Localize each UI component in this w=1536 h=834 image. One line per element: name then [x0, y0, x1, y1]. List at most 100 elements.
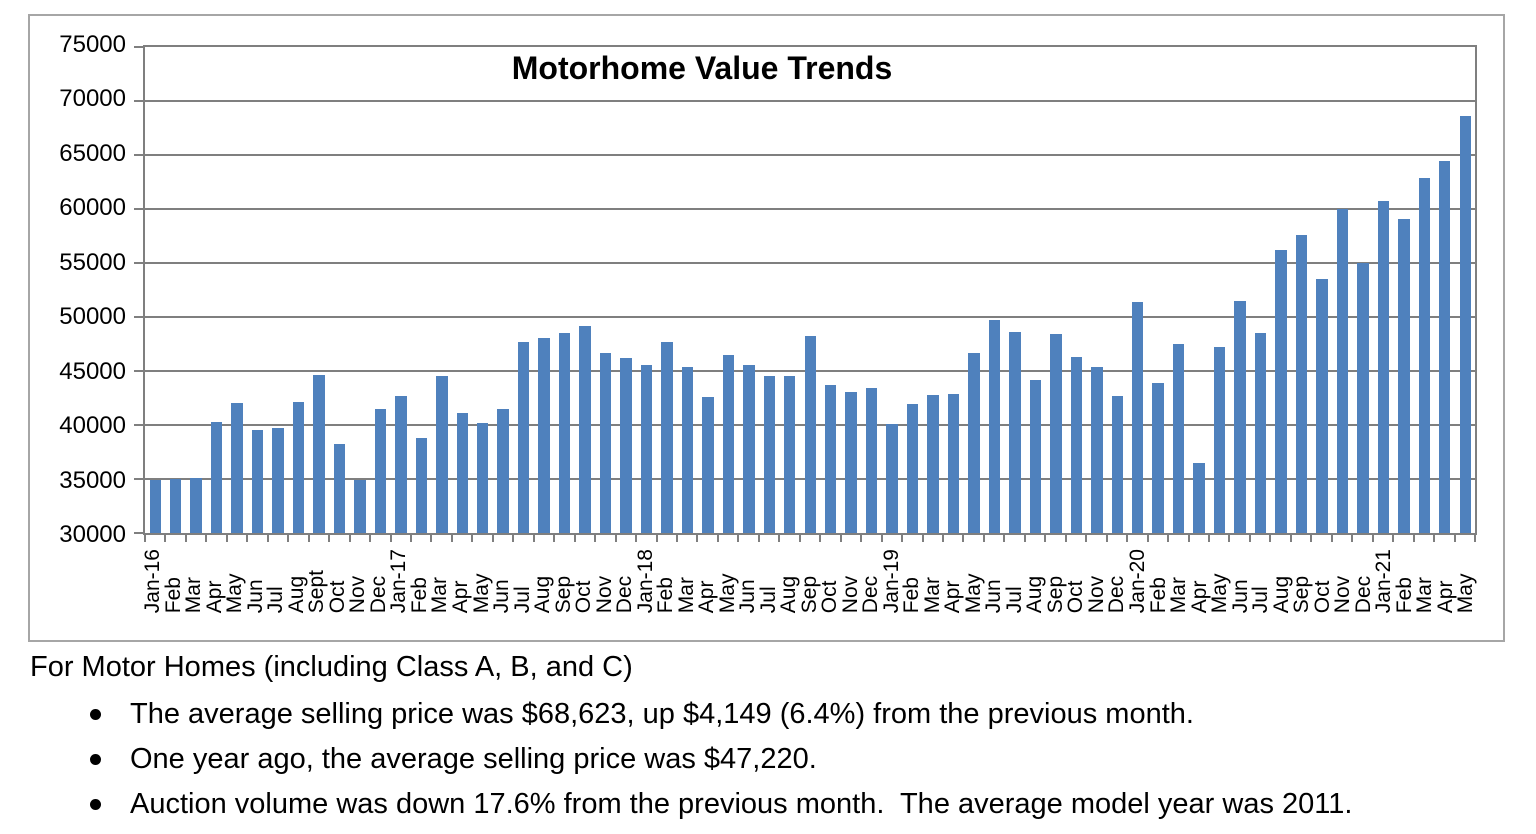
x-axis-tick: [676, 533, 678, 542]
x-axis-tick: [246, 533, 249, 542]
x-tick-label: Sept: [305, 570, 329, 614]
x-tick-label: Feb: [161, 577, 185, 614]
x-label-cell: Dec: [1352, 549, 1375, 613]
x-axis-tick: [839, 533, 842, 542]
x-axis-tick: [962, 533, 965, 542]
y-tick-label: 70000: [59, 85, 126, 113]
bar: [1009, 332, 1021, 533]
note-bullet: The average selling price was $68,623, u…: [30, 692, 1522, 737]
x-label-cell: May: [715, 549, 739, 614]
bar: [374, 408, 387, 533]
bar-cell: [1148, 47, 1168, 533]
x-tick-label: Dec: [613, 575, 637, 614]
bar: [1418, 177, 1431, 533]
bar: [906, 404, 919, 533]
x-tick-label: Jun: [243, 579, 267, 614]
bar-cell: [800, 47, 820, 533]
x-tick-label: Apr: [695, 580, 719, 614]
x-axis-tick: [819, 533, 822, 542]
bar: [1439, 160, 1451, 533]
bar: [190, 477, 202, 533]
y-tick-label: 45000: [59, 357, 126, 385]
bar-cell: [411, 47, 431, 533]
bar-cell: [1373, 47, 1393, 533]
x-tick-label: Nov: [346, 575, 370, 614]
x-axis-tick: [1310, 533, 1313, 542]
bar-cell: [288, 47, 308, 533]
x-axis-tick: [1269, 533, 1272, 542]
x-label-cell: Sep: [1290, 549, 1314, 614]
x-axis-tick: [655, 533, 658, 542]
bar: [1377, 201, 1390, 533]
bar: [477, 422, 489, 533]
bar-cell: [1414, 47, 1434, 533]
bar-cell: [677, 47, 697, 533]
y-tick-label: 55000: [59, 248, 126, 276]
bar-cell: [759, 47, 779, 533]
bar: [395, 395, 407, 533]
x-axis-tick: [144, 533, 146, 542]
x-axis-tick: [1064, 533, 1067, 542]
x-label-cell: Apr: [941, 549, 964, 614]
bar: [1213, 347, 1226, 533]
x-axis-tick: [1228, 533, 1231, 542]
notes-heading: For Motor Homes (including Class A, B, a…: [30, 651, 633, 683]
x-tick-label: Oct: [325, 580, 349, 614]
bar: [1132, 301, 1144, 533]
x-axis-tick: [901, 533, 904, 542]
bar: [558, 333, 571, 533]
bar: [1050, 334, 1062, 533]
gridline: [145, 99, 1475, 102]
bar: [845, 391, 857, 533]
x-label-cell: Oct: [572, 549, 595, 614]
x-tick-label: Feb: [407, 577, 431, 614]
y-axis-tick: [134, 477, 143, 480]
x-axis-tick: [1208, 533, 1210, 542]
x-axis-tick: [471, 533, 474, 542]
x-label-cell: Dec: [859, 549, 882, 613]
bar-cell: [1107, 47, 1127, 533]
x-axis-tick: [1105, 533, 1108, 542]
x-axis-tick: [1023, 533, 1026, 542]
x-tick-label: Oct: [1064, 580, 1088, 614]
x-axis-tick: [450, 533, 453, 542]
x-axis-tick: [798, 533, 801, 542]
x-tick-label: Sep: [1290, 575, 1314, 614]
x-label-cell: Jul: [264, 549, 288, 614]
bar-cell: [309, 47, 329, 533]
bar: [1234, 300, 1246, 533]
x-tick-label: Jun: [736, 579, 760, 614]
bar: [824, 385, 837, 533]
bar: [763, 376, 776, 533]
x-tick-label: Jul: [264, 586, 288, 614]
bar: [251, 430, 264, 533]
x-tick-label: May: [1454, 573, 1478, 614]
bar-cell: [1291, 47, 1311, 533]
x-label-cell: Feb: [161, 549, 185, 614]
x-tick-label: Mar: [1167, 577, 1191, 614]
x-label-cell: Aug: [531, 549, 554, 613]
x-tick-label: Nov: [592, 575, 616, 614]
x-label-cell: Jun: [982, 549, 1005, 613]
x-axis-tick: [348, 533, 351, 542]
bar-cell: [820, 47, 840, 533]
gridline: [145, 316, 1475, 318]
bar-cell: [1312, 47, 1332, 533]
bar-cell: [1271, 47, 1291, 533]
x-tick-label: Nov: [1084, 575, 1108, 614]
x-axis-tick: [1392, 533, 1395, 542]
y-tick-label: 35000: [59, 466, 126, 494]
x-tick-label: May: [715, 573, 739, 614]
bar: [415, 437, 428, 533]
bar-cell: [1005, 47, 1025, 533]
x-label-cell: Mar: [182, 549, 205, 613]
x-tick-label: Mar: [674, 577, 698, 614]
y-axis-tick: [134, 532, 143, 534]
chart-container: Motorhome Value Trends 75000 70000 65000 60…: [28, 14, 1505, 642]
x-tick-label: Jan-17: [387, 549, 411, 614]
bar: [1172, 344, 1185, 533]
bar-cell: [882, 47, 902, 533]
bar-cell: [370, 47, 390, 533]
bar: [968, 352, 980, 533]
x-tick-label: Feb: [654, 577, 678, 614]
